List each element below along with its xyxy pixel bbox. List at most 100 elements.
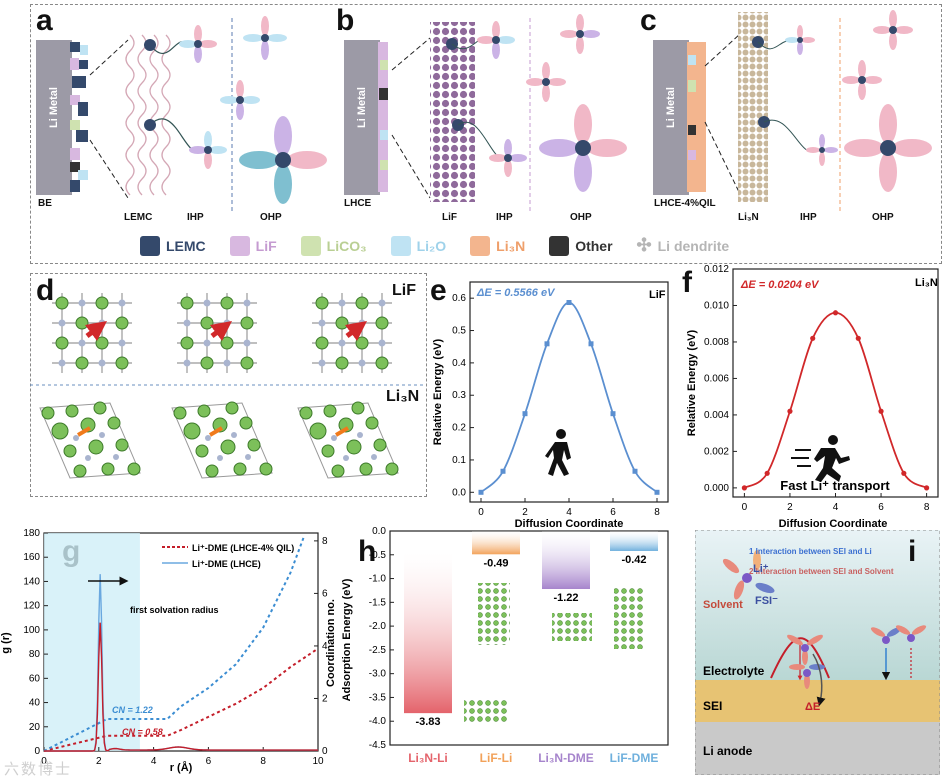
y-tick-label: 0.1 — [452, 455, 466, 466]
y-tick-label: -1.0 — [369, 574, 387, 585]
li-anode-label: Li anode — [703, 744, 753, 758]
running-person-icon — [791, 435, 850, 482]
x-tick-label: 4 — [151, 756, 157, 767]
chart-h: 0.0-0.5-1.0-1.5-2.0-2.5-3.0-3.5-4.0-4.5 … — [341, 526, 669, 765]
x-tick-label: 8 — [924, 502, 930, 513]
x-tick-label: 8 — [260, 756, 266, 767]
energy-curve-f — [743, 311, 928, 489]
y-tick-label: 40 — [29, 698, 41, 709]
x-tick-label: 4 — [833, 502, 839, 513]
bar-value-label: -0.42 — [621, 554, 646, 566]
x-tick-label: 0 — [478, 507, 484, 518]
delta-e-annotation-f: ΔE = 0.0204 eV — [740, 279, 820, 291]
bar-value-label: -0.49 — [483, 557, 508, 569]
data-point — [924, 485, 930, 491]
category-label: LiF-DME — [610, 751, 659, 765]
y-tick-label: 180 — [23, 528, 40, 539]
x-tick-label: 6 — [878, 502, 884, 513]
legend-swatch — [390, 235, 411, 256]
data-point — [566, 300, 572, 306]
data-point — [810, 335, 816, 341]
y2-tick-label: 8 — [322, 536, 328, 547]
y-tick-label: 0.0 — [452, 487, 466, 498]
caption-ohp-c: OHP — [872, 212, 894, 223]
panel-label-i: i — [908, 535, 917, 568]
solvation-region — [44, 533, 140, 751]
y-tick-label: 0.000 — [704, 483, 729, 494]
x-tick-label: 2 — [522, 507, 528, 518]
legend-label: LiF — [255, 237, 277, 254]
interaction-item-2: 2 Interaction between SEI and Solvent — [749, 567, 894, 576]
y-tick-label: -1.5 — [369, 597, 387, 608]
schematic-b — [344, 14, 627, 212]
y-tick-label: 80 — [29, 649, 41, 660]
caption-lemc: LEMC — [124, 212, 153, 223]
caption-li3n: Li₃N — [738, 212, 759, 223]
y-tick-label: 0.3 — [452, 390, 466, 401]
cn-curve-lhce — [43, 535, 306, 752]
plot-frame-e — [469, 281, 669, 503]
data-point — [741, 485, 747, 491]
y-tick-label: 0.002 — [704, 446, 729, 457]
data-point — [878, 408, 884, 414]
y-tick-label: 0.012 — [704, 264, 729, 275]
chart-e: 0 2 4 6 8 0.0 0.1 0.2 0.3 0.4 0.5 0.6 ΔE = 0.5566 e… — [432, 281, 669, 530]
y-tick-label: 0.2 — [452, 423, 466, 434]
y-tick-label: 0.010 — [704, 300, 729, 311]
y-axis-label-g: g (r) — [0, 632, 12, 654]
y-tick-label: -2.5 — [369, 645, 387, 656]
legend-item-li2o: Li₂O — [390, 235, 447, 256]
interaction-item-1: 1 Interaction between SEI and Li — [749, 547, 872, 556]
data-point — [901, 470, 907, 476]
panel-label-b: b — [336, 4, 355, 37]
x-tick-label: 6 — [610, 507, 616, 518]
fsi-label: FSI⁻ — [755, 595, 778, 607]
y-tick-label: -2.0 — [369, 621, 387, 632]
caption-lhce-qil: LHCE-4%QIL — [654, 198, 716, 209]
data-point — [787, 408, 793, 414]
legend-item-lemc: LEMC — [140, 235, 206, 256]
legend-item-other: Other — [549, 235, 613, 256]
panel-label-h: h — [358, 535, 377, 568]
cn-curve-qil — [43, 647, 319, 752]
panel-label-d: d — [36, 274, 55, 307]
y-tick-label: 0.004 — [704, 410, 729, 421]
adsorption-bar — [610, 531, 658, 551]
y-tick-label: 0.5 — [452, 326, 466, 337]
legend-item-lif: LiF — [229, 235, 277, 256]
bar-value-label: -1.22 — [553, 592, 578, 604]
data-point — [522, 411, 528, 417]
dendrite-icon: ✣ — [636, 235, 652, 255]
panel-label-c: c — [640, 4, 657, 37]
panel-label-e: e — [430, 274, 447, 307]
caption-lif: LiF — [442, 212, 457, 223]
x-tick-label: 2 — [96, 756, 102, 767]
y-axis-label-h: Adsorption Energy (eV) — [341, 578, 353, 701]
adsorption-bar — [542, 531, 590, 590]
legend-label: LEMC — [166, 237, 206, 254]
li-anode-region — [695, 722, 940, 775]
category-label: Li₃N-Li — [408, 751, 448, 765]
legend-label: Li₂O — [416, 237, 447, 254]
y-axis-label-e: Relative Energy (eV) — [432, 338, 444, 445]
y-tick-label: -3.0 — [369, 669, 387, 680]
data-point — [610, 411, 616, 417]
legend-swatch — [229, 235, 250, 256]
solvent-label: Solvent — [703, 599, 743, 611]
adsorption-bar — [472, 531, 520, 555]
x-tick-label: 2 — [787, 502, 793, 513]
x-tick-label: 6 — [206, 756, 212, 767]
delta-e-label: ΔE — [805, 701, 820, 713]
data-point — [764, 470, 770, 476]
caption-ohp-a: OHP — [260, 212, 282, 223]
panel-f-tag: Li₃N — [915, 277, 938, 289]
y2-axis-label-g: Coordination no. — [325, 599, 337, 687]
legend-label: LiCO₃ — [326, 237, 367, 254]
crystal-structures — [30, 273, 425, 480]
y-tick-label: -0.5 — [369, 550, 387, 561]
chart-f: 0 2 4 6 8 0.000 0.002 0.004 0.006 0.008 0.010 0.012… — [686, 264, 939, 529]
delta-e-annotation: ΔE = 0.5566 eV — [476, 287, 556, 299]
schematic-i: 1 Interaction between SEI and Li 2 Inter… — [695, 530, 940, 775]
legend-item-li3n: Li₃N — [470, 235, 525, 256]
